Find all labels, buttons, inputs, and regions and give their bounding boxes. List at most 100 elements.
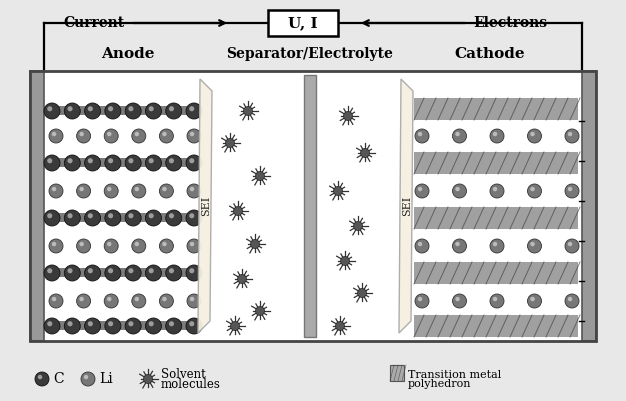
Circle shape: [44, 210, 60, 226]
Circle shape: [64, 210, 80, 226]
Circle shape: [85, 103, 101, 119]
Bar: [30, 71, 596, 341]
Circle shape: [52, 242, 56, 246]
Circle shape: [125, 155, 141, 171]
Bar: [30, 71, 596, 341]
Text: Solvent: Solvent: [161, 369, 206, 381]
Circle shape: [80, 187, 84, 191]
Circle shape: [104, 294, 118, 308]
Circle shape: [453, 184, 466, 198]
Circle shape: [190, 132, 194, 136]
Circle shape: [169, 268, 174, 273]
Circle shape: [186, 155, 202, 171]
Circle shape: [132, 239, 146, 253]
Circle shape: [354, 221, 362, 231]
Circle shape: [160, 239, 173, 253]
Circle shape: [104, 129, 118, 143]
Circle shape: [490, 294, 504, 308]
Circle shape: [160, 184, 173, 198]
Circle shape: [88, 268, 93, 273]
Circle shape: [565, 294, 579, 308]
Circle shape: [418, 187, 423, 191]
Circle shape: [568, 187, 572, 191]
Bar: [46, 158, 198, 167]
Circle shape: [125, 318, 141, 334]
Circle shape: [230, 322, 240, 330]
Circle shape: [530, 187, 535, 191]
Circle shape: [190, 242, 194, 246]
Circle shape: [190, 297, 194, 301]
Circle shape: [68, 321, 73, 326]
Circle shape: [162, 187, 167, 191]
Circle shape: [341, 257, 349, 265]
Circle shape: [84, 375, 88, 379]
Circle shape: [415, 239, 429, 253]
Circle shape: [125, 103, 141, 119]
Circle shape: [105, 265, 121, 281]
Circle shape: [528, 129, 541, 143]
Circle shape: [187, 184, 201, 198]
Circle shape: [145, 155, 162, 171]
Circle shape: [169, 321, 174, 326]
Circle shape: [132, 129, 146, 143]
Circle shape: [455, 187, 459, 191]
Circle shape: [166, 265, 182, 281]
Text: Cathode: Cathode: [454, 47, 525, 61]
Circle shape: [418, 132, 423, 136]
Bar: [46, 321, 198, 330]
Polygon shape: [399, 79, 413, 333]
Circle shape: [250, 239, 260, 249]
Circle shape: [52, 187, 56, 191]
Circle shape: [186, 103, 202, 119]
Circle shape: [49, 239, 63, 253]
Circle shape: [135, 242, 139, 246]
Circle shape: [35, 372, 49, 386]
Circle shape: [418, 297, 423, 301]
Circle shape: [189, 158, 194, 163]
Circle shape: [145, 210, 162, 226]
Circle shape: [255, 306, 265, 316]
Bar: [46, 268, 198, 277]
Circle shape: [44, 265, 60, 281]
Circle shape: [44, 103, 60, 119]
Text: Anode: Anode: [101, 47, 155, 61]
Circle shape: [128, 158, 133, 163]
Circle shape: [189, 106, 194, 111]
Circle shape: [189, 321, 194, 326]
Circle shape: [415, 184, 429, 198]
Circle shape: [107, 297, 111, 301]
Circle shape: [344, 111, 352, 120]
Circle shape: [160, 294, 173, 308]
Text: molecules: molecules: [161, 377, 221, 391]
Circle shape: [530, 297, 535, 301]
Text: Electrons: Electrons: [473, 16, 547, 30]
Circle shape: [64, 318, 80, 334]
Circle shape: [68, 268, 73, 273]
Circle shape: [135, 187, 139, 191]
Circle shape: [493, 297, 497, 301]
Circle shape: [148, 321, 154, 326]
Circle shape: [186, 265, 202, 281]
Circle shape: [76, 294, 91, 308]
Text: C: C: [53, 372, 64, 386]
Circle shape: [169, 158, 174, 163]
Circle shape: [135, 132, 139, 136]
Circle shape: [493, 132, 497, 136]
Circle shape: [166, 103, 182, 119]
Circle shape: [128, 106, 133, 111]
Circle shape: [128, 321, 133, 326]
Circle shape: [145, 318, 162, 334]
Circle shape: [108, 106, 113, 111]
Circle shape: [81, 372, 95, 386]
Circle shape: [44, 318, 60, 334]
Circle shape: [105, 318, 121, 334]
Circle shape: [47, 106, 53, 111]
Circle shape: [47, 268, 53, 273]
Circle shape: [455, 242, 459, 246]
Circle shape: [415, 129, 429, 143]
Circle shape: [415, 294, 429, 308]
Circle shape: [85, 210, 101, 226]
Text: Transition metal: Transition metal: [408, 370, 501, 380]
Bar: [46, 106, 198, 115]
Circle shape: [143, 375, 153, 383]
